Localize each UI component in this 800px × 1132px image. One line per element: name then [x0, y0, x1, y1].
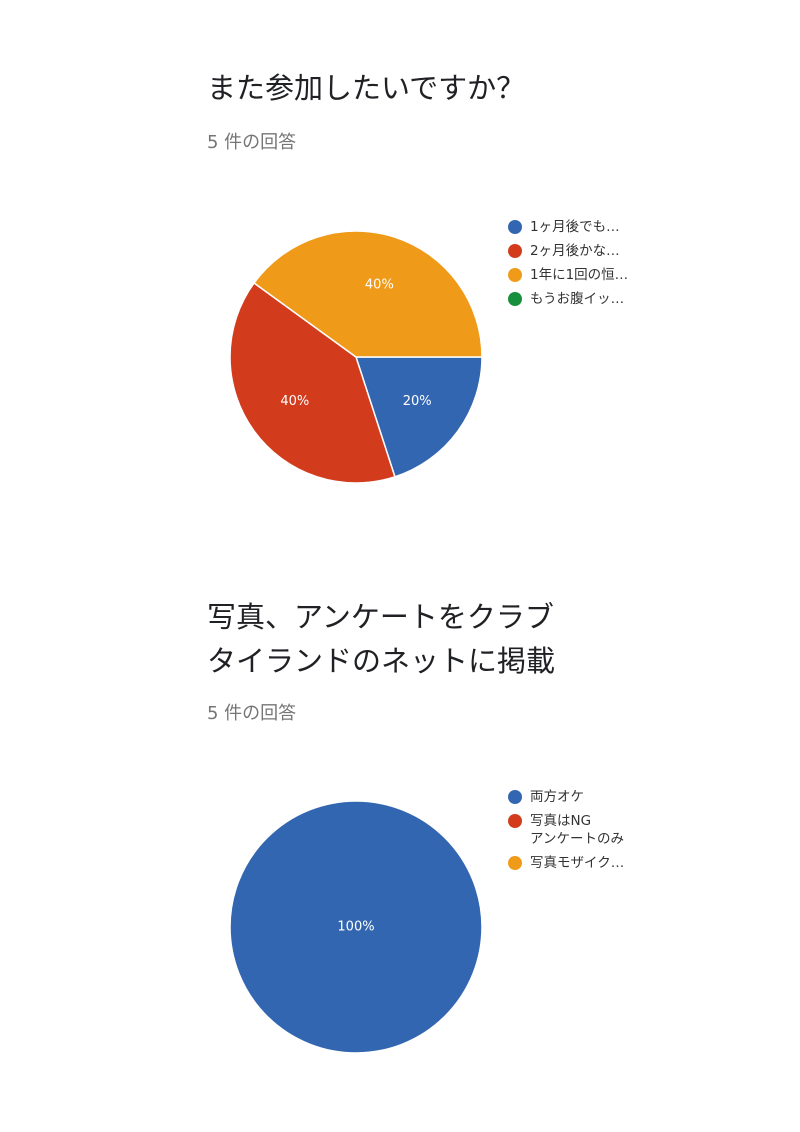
legend-swatch [508, 790, 522, 804]
legend-label: もうお腹イッ… [530, 291, 625, 307]
legend-item: 1年に1回の恒… [508, 266, 628, 284]
slice-value-label: 40% [280, 394, 309, 409]
pie-chart-rejoin: 20% 40% 40% [229, 230, 483, 484]
legend-swatch [508, 814, 522, 828]
pie-slice [354, 356, 483, 478]
legend-item: 写真モザイク… [508, 854, 624, 872]
legend-label: 両方オケ [530, 789, 584, 805]
legend-item: 写真はNG アンケートのみ [508, 812, 624, 848]
response-count: 5 件の回答 [207, 703, 297, 724]
legend-item: 2ヶ月後かな… [508, 242, 628, 260]
legend-swatch [508, 292, 522, 306]
pie-slice [253, 230, 483, 358]
legend-item: 両方オケ [508, 788, 624, 806]
pie-slice [229, 281, 396, 484]
slice-value-label: 20% [403, 394, 432, 409]
legend-label: 写真はNG アンケートのみ [530, 813, 624, 847]
slice-value-label: 100% [337, 920, 374, 935]
legend-label: 1ヶ月後でも… [530, 219, 620, 235]
question-title: また参加したいですか？ [207, 71, 526, 105]
legend-swatch [508, 856, 522, 870]
legend-label: 1年に1回の恒… [530, 267, 629, 283]
legend-swatch [508, 268, 522, 282]
pie-slice [229, 800, 483, 1054]
legend-label: 写真モザイク… [530, 855, 625, 871]
chart-legend: 1ヶ月後でも… 2ヶ月後かな… 1年に1回の恒… もうお腹イッ… [508, 218, 628, 314]
legend-item: 1ヶ月後でも… [508, 218, 628, 236]
chart-legend: 両方オケ写真はNG アンケートのみ写真モザイク… [508, 788, 624, 878]
slice-value-label: 40% [365, 278, 394, 293]
legend-swatch [508, 220, 522, 234]
question-title: 写真、アンケートをクラブ タイランドのネットに掲載 [207, 600, 556, 678]
response-count: 5 件の回答 [207, 132, 297, 153]
legend-swatch [508, 244, 522, 258]
legend-item: もうお腹イッ… [508, 290, 628, 308]
legend-label: 2ヶ月後かな… [530, 243, 620, 259]
